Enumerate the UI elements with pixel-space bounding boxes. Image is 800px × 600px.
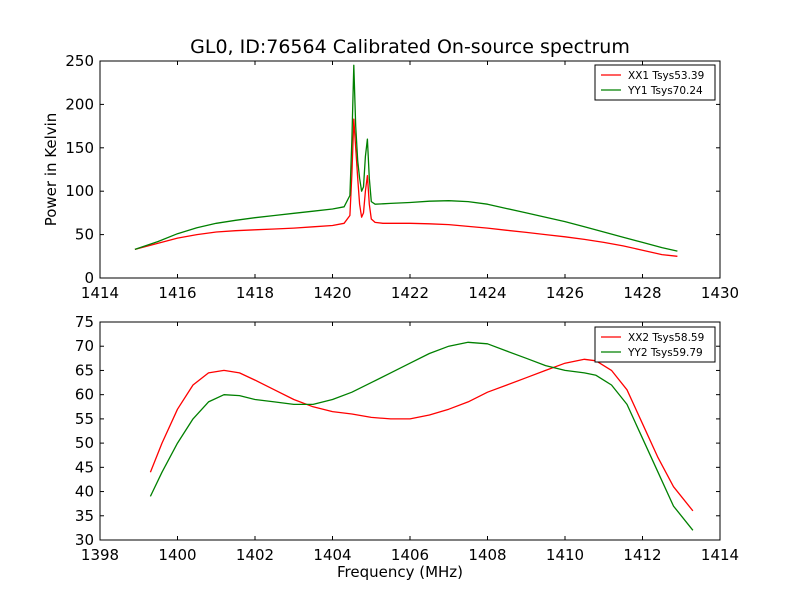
y-tick-label: 250 bbox=[65, 52, 94, 70]
y-tick-label: 60 bbox=[75, 386, 94, 404]
y-tick-label: 75 bbox=[75, 313, 94, 331]
series-line-1-2 bbox=[134, 64, 678, 252]
legend-label: YY2 Tsys59.79 bbox=[627, 347, 703, 359]
x-tick-label: 1424 bbox=[468, 284, 506, 302]
legend-box bbox=[594, 64, 716, 101]
x-tick-label: 1420 bbox=[313, 284, 351, 302]
y-tick-label: 40 bbox=[75, 483, 94, 501]
x-tick-label: 1408 bbox=[468, 546, 506, 564]
legend-label: YY1 Tsys70.24 bbox=[627, 85, 703, 97]
y-tick-label: 150 bbox=[65, 139, 94, 157]
y-axis-label: Power in Kelvin bbox=[42, 113, 60, 227]
legend-label: XX2 Tsys58.59 bbox=[628, 332, 704, 344]
x-tick-label: 1406 bbox=[391, 546, 429, 564]
x-axis-label: Frequency (MHz) bbox=[337, 563, 463, 581]
x-tick-label: 1410 bbox=[546, 546, 584, 564]
x-tick-label: 1428 bbox=[623, 284, 661, 302]
x-tick-label: 1404 bbox=[313, 546, 351, 564]
legend: XX1 Tsys53.39 YY1 Tsys70.24 bbox=[594, 64, 716, 101]
y-tick-label: 55 bbox=[75, 410, 94, 428]
y-tick-label: 35 bbox=[75, 507, 94, 525]
x-tick-label: 1414 bbox=[701, 546, 739, 564]
x-tick-label: 1402 bbox=[236, 546, 274, 564]
x-tick-label: 1398 bbox=[81, 546, 119, 564]
series-line-1-1 bbox=[134, 118, 678, 257]
y-tick-label: 200 bbox=[65, 95, 94, 113]
x-tick-label: 1426 bbox=[546, 284, 584, 302]
legend: XX2 Tsys58.59 YY2 Tsys59.79 bbox=[594, 326, 716, 363]
figure-title: GL0, ID:76564 Calibrated On-source spect… bbox=[190, 36, 630, 58]
y-tick-label: 50 bbox=[75, 226, 94, 244]
x-tick-label: 1422 bbox=[391, 284, 429, 302]
plot-upper: 1414 1416 1418 1420 1422 1424 1426 1428 1430 0 50 1… bbox=[42, 52, 739, 302]
x-tick-label: 1430 bbox=[701, 284, 739, 302]
x-tick-label: 1416 bbox=[158, 284, 196, 302]
x-tick-label: 1414 bbox=[81, 284, 119, 302]
legend-box bbox=[594, 326, 716, 363]
x-tick-label: 1412 bbox=[623, 546, 661, 564]
y-tick-label: 30 bbox=[75, 531, 94, 549]
y-tick-label: 70 bbox=[75, 337, 94, 355]
series-line-2-1 bbox=[149, 358, 694, 512]
y-tick-label: 100 bbox=[65, 182, 94, 200]
series-line-2-2 bbox=[149, 341, 694, 531]
y-tick-label: 50 bbox=[75, 434, 94, 452]
x-tick-label: 1400 bbox=[158, 546, 196, 564]
y-tick-label: 65 bbox=[75, 361, 94, 379]
plot-lower: 1398 1400 1402 1404 1406 1408 1410 1412 1414 30 35… bbox=[75, 313, 739, 581]
legend-label: XX1 Tsys53.39 bbox=[628, 70, 704, 82]
x-tick-label: 1418 bbox=[236, 284, 274, 302]
y-tick-label: 45 bbox=[75, 458, 94, 476]
y-tick-label: 0 bbox=[84, 269, 94, 287]
